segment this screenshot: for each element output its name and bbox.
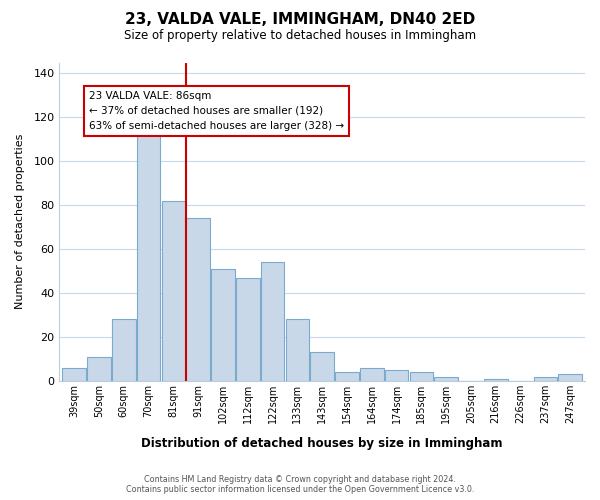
X-axis label: Distribution of detached houses by size in Immingham: Distribution of detached houses by size … <box>142 437 503 450</box>
Text: 23, VALDA VALE, IMMINGHAM, DN40 2ED: 23, VALDA VALE, IMMINGHAM, DN40 2ED <box>125 12 475 28</box>
Bar <box>161 201 185 381</box>
Bar <box>484 379 508 381</box>
Bar <box>87 357 111 381</box>
Bar <box>410 372 433 381</box>
Bar <box>236 278 260 381</box>
Text: Size of property relative to detached houses in Immingham: Size of property relative to detached ho… <box>124 29 476 42</box>
Text: 23 VALDA VALE: 86sqm
← 37% of detached houses are smaller (192)
63% of semi-deta: 23 VALDA VALE: 86sqm ← 37% of detached h… <box>89 91 344 130</box>
Bar <box>559 374 582 381</box>
Bar <box>434 376 458 381</box>
Bar <box>286 320 309 381</box>
Y-axis label: Number of detached properties: Number of detached properties <box>15 134 25 310</box>
Bar <box>62 368 86 381</box>
Bar <box>187 218 210 381</box>
Bar <box>533 376 557 381</box>
Bar <box>137 133 160 381</box>
Bar <box>310 352 334 381</box>
Bar <box>112 320 136 381</box>
Text: Contains HM Land Registry data © Crown copyright and database right 2024.
Contai: Contains HM Land Registry data © Crown c… <box>126 474 474 494</box>
Bar <box>385 370 409 381</box>
Bar <box>261 262 284 381</box>
Bar <box>360 368 383 381</box>
Bar <box>211 269 235 381</box>
Bar <box>335 372 359 381</box>
